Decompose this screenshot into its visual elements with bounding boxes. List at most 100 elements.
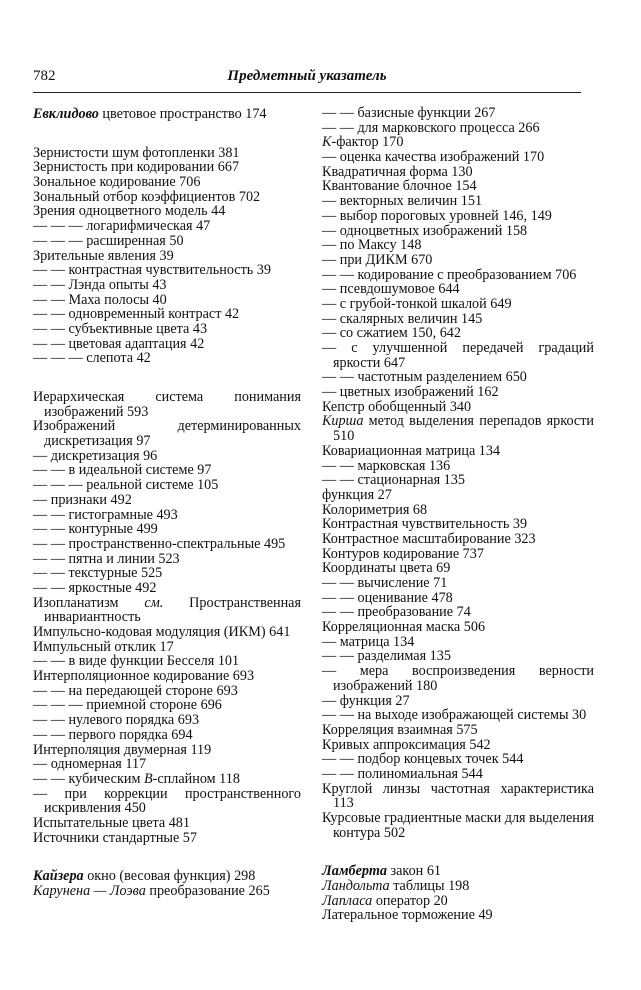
index-entry-text: — — для марковского процесса 266	[322, 119, 540, 136]
index-entry: — признаки 492	[33, 491, 301, 508]
index-entry: Импульсный отклик 17	[33, 638, 301, 655]
index-term-italic: Кирша	[322, 413, 364, 430]
index-entry: — — базисные функции 267	[322, 106, 594, 121]
index-entry: — дискретизация 96	[33, 448, 301, 464]
index-entry: Квантование блочное 154	[322, 179, 594, 194]
index-entry-text: преобразование 265	[145, 883, 270, 899]
index-entry: — — пространственно-спектральные 495	[33, 537, 301, 552]
index-entry-text: — цветных изображений 162	[322, 384, 499, 401]
index-entry-text: цветовое пространство 174	[98, 106, 267, 122]
index-entry: — — первого порядка 694	[33, 727, 301, 743]
index-entry-text: — матрица 134	[322, 633, 415, 650]
index-entry-text: Квантование блочное 154	[322, 178, 477, 195]
index-entry: — — — расширенная 50	[33, 232, 301, 249]
index-entry: — — в идеальной системе 97	[33, 463, 301, 478]
index-entry: функция 27	[322, 488, 594, 503]
index-entry: Кепстр обобщенный 340	[322, 398, 594, 415]
index-entry-text: Зональный отбор коэффициентов 702	[33, 188, 261, 205]
index-entry-text: — — Маха полосы 40	[33, 291, 167, 308]
index-entry-text: Зернистости шум фотопленки 381	[33, 144, 240, 161]
index-entry: — оценка качества изображений 170	[322, 150, 594, 165]
index-entry: — — — слепота 42	[33, 351, 301, 366]
index-entry-text: — — яркостные 492	[33, 579, 157, 596]
index-entry-text: — — марковская 136	[322, 457, 451, 474]
index-entry: Изопланатизм см. Пространственная инвари…	[33, 594, 302, 626]
index-entry: Контуров кодирование 737	[322, 546, 594, 562]
index-entry: — одноцветных изображений 158	[322, 223, 594, 239]
index-entry-text: Латеральное торможение 49	[322, 907, 493, 924]
index-entry-text: Контрастная чувствительность 39	[322, 516, 528, 533]
index-entry-text: Контрастное масштабирование 323	[322, 530, 536, 547]
index-entry: K-фактор 170	[322, 135, 594, 150]
index-entry-text: — — кодирование с преобразованием 706	[322, 266, 577, 283]
index-entry-text: — — кубическим	[33, 770, 144, 787]
index-entry-text: — — — приемной стороне 696	[33, 697, 222, 714]
index-entry-text: — — пятна и линии 523	[33, 550, 180, 567]
index-entry: Интерполяция двумерная 119	[33, 742, 301, 758]
index-entry-text: — псевдошумовое 644	[322, 281, 460, 298]
index-entry-text: Изопланатизм	[33, 594, 145, 611]
index-entry-text: — — в идеальной системе 97	[33, 462, 212, 479]
index-entry-text: Источники стандартные 57	[33, 829, 197, 846]
index-entry-text: — — — расширенная 50	[33, 232, 184, 249]
index-entry: Координаты цвета 69	[322, 561, 594, 576]
index-entry-text: — — преобразование 74	[322, 604, 471, 621]
index-entry-text: — — стационарная 135	[322, 472, 465, 489]
index-entry: Зернистости шум фотопленки 381	[33, 144, 301, 161]
index-entry-text: -фактор 170	[331, 134, 404, 151]
index-letter-group: — — базисные функции 267— — для марковск…	[322, 106, 594, 840]
index-entry-text: — — Лэнда опыты 43	[33, 276, 167, 293]
index-entry: — матрица 134	[322, 633, 594, 650]
index-entry-text: Изображений детерминированных дискретиза…	[33, 418, 301, 450]
index-entry-text: Координаты цвета 69	[322, 560, 451, 577]
index-entry: — — пятна и линии 523	[33, 550, 301, 567]
index-entry: Ламберта закон 61	[322, 864, 594, 879]
index-entry-text: Ковариационная матрица 134	[322, 442, 501, 459]
index-entry: Латеральное торможение 49	[322, 908, 594, 923]
index-entry: — — марковская 136	[322, 457, 594, 474]
index-entry-text: Импульсно-кодовая модуляция (ИКМ) 641	[33, 624, 291, 640]
index-entry-text: — — на передающей стороне 693	[33, 682, 238, 699]
index-entry-text: — — в виде функции Бесселя 101	[33, 653, 240, 670]
index-entry-text: Зернистость при кодировании 667	[33, 159, 240, 176]
index-entry: Импульсно-кодовая модуляция (ИКМ) 641	[33, 625, 301, 640]
index-term-italic: Карунена — Лоэва	[33, 883, 146, 899]
index-entry-text: — — текстурные 525	[33, 565, 163, 582]
index-entry: — — контрастная чувствительность 39	[33, 263, 301, 278]
index-entry: Изображений детерминированных дискретиза…	[33, 419, 301, 448]
index-entry-text: — — разделимая 135	[322, 648, 451, 665]
index-entry-text: — векторных величин 151	[322, 193, 483, 210]
page-number: 782	[33, 68, 56, 84]
index-entry-text: — функция 27	[322, 692, 410, 709]
index-entry: — скалярных величин 145	[322, 311, 594, 327]
index-entry: Ландольта таблицы 198	[322, 879, 594, 894]
index-entry: — — вычисление 71	[322, 576, 594, 591]
index-entry: — — нулевого порядка 693	[33, 713, 301, 728]
index-entry: — псевдошумовое 644	[322, 282, 594, 297]
index-entry-text: — при ДИКМ 670	[322, 251, 433, 268]
index-entry-text: — при коррекции пространственного искрив…	[33, 785, 301, 817]
index-entry-text: окно (весовая функция) 298	[83, 868, 256, 885]
index-letter-group: Зернистости шум фотопленки 381 Зернистост…	[33, 144, 301, 366]
index-entry-text: Кепстр обобщенный 340	[322, 398, 472, 415]
index-entry: — — яркостные 492	[33, 581, 301, 596]
index-entry-text: таблицы 198	[389, 878, 470, 895]
index-entry-text: оператор 20	[372, 892, 448, 909]
index-entry: — — цветовая адаптация 42	[33, 336, 301, 352]
index-entry: Круглой линзы частотная характеристика 1…	[322, 780, 594, 812]
index-entry-text: Круглой линзы частотная характеристика 1…	[322, 780, 594, 812]
index-entry-text: Интерполяционное кодирование 693	[33, 668, 255, 685]
index-entry: Карунена — Лоэва преобразование 265	[33, 884, 301, 899]
index-entry: Кайзера окно (весовая функция) 298	[33, 869, 301, 884]
index-entry-text: функция 27	[322, 486, 392, 503]
index-entry: — векторных величин 151	[322, 194, 594, 209]
index-entry: Зрительные явления 39	[33, 248, 301, 264]
index-entry: — — Маха полосы 40	[33, 291, 301, 308]
index-entry-text: Пространственная инвариантность	[44, 594, 302, 626]
index-entry-text: — — контрастная чувствительность 39	[33, 262, 271, 279]
index-letter-group: Иерархическая система понимания изображе…	[33, 390, 301, 845]
index-entry-text: — признаки 492	[33, 491, 132, 508]
index-entry-text: Импульсный отклик 17	[33, 638, 174, 655]
index-entry: Курсовые градиентные маски для выделения…	[322, 811, 594, 840]
index-letter-group: Евклидово цветовое пространство 174	[33, 107, 301, 122]
